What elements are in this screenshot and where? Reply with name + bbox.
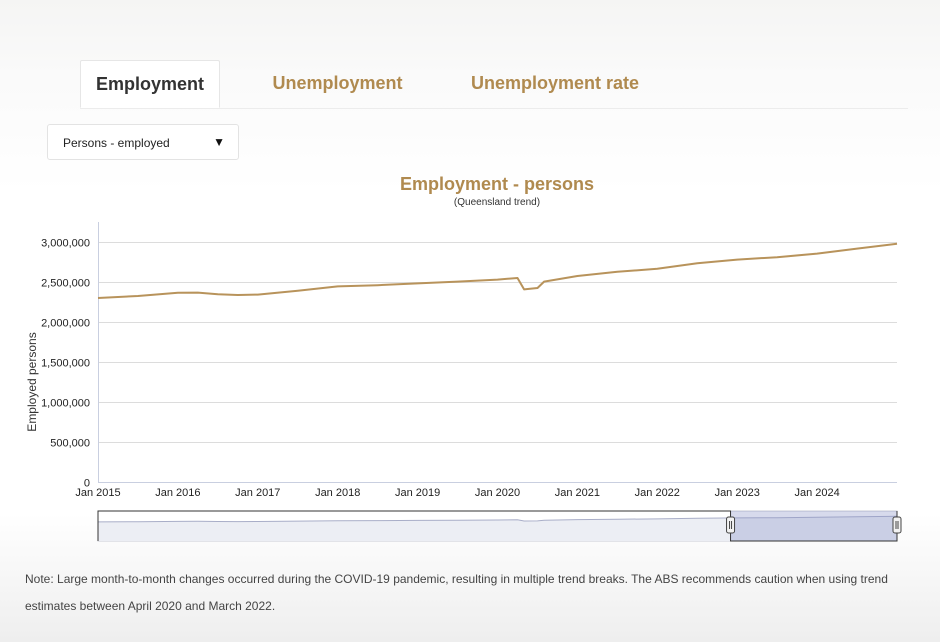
x-tick-label: Jan 2019 [395, 487, 440, 499]
chart-note: Note: Large month-to-month changes occur… [25, 572, 888, 613]
series-select-value: Persons - employed [63, 136, 170, 150]
chart-title: Employment - persons [399, 174, 595, 194]
navigator-area [98, 516, 897, 541]
navigator-right-handle[interactable] [892, 516, 902, 534]
x-tick-label: Jan 2016 [155, 487, 200, 499]
employment-series-line [97, 242, 898, 299]
x-tick-label: Jan 2017 [235, 487, 280, 499]
tab-unemployment-rate[interactable]: Unemployment rate [470, 73, 640, 93]
x-tick-label: Jan 2015 [75, 487, 120, 499]
y-tick-label: 2,000,000 [41, 318, 90, 330]
tab-bar: Employment Unemployment Unemployment rat… [80, 60, 908, 109]
navigator-background [97, 510, 898, 542]
y-tick-label: 1,000,000 [41, 398, 90, 410]
x-tick-label: Jan 2024 [794, 487, 839, 499]
x-tick-label: Jan 2021 [555, 487, 600, 499]
y-tick-label: 500,000 [50, 438, 90, 450]
x-tick-label: Jan 2023 [715, 487, 760, 499]
x-tick-label: Jan 2020 [475, 487, 520, 499]
navigator-outline [97, 510, 898, 542]
tab-employment[interactable]: Employment [80, 60, 220, 108]
x-tick-label: Jan 2022 [635, 487, 680, 499]
chart-subtitle: (Queensland trend) [453, 197, 541, 208]
y-tick-label: 0 [84, 478, 90, 490]
y-axis-label: Employed persons [25, 332, 39, 431]
x-tick-label: Jan 2018 [315, 487, 360, 499]
triangle-down-icon: ▼ [213, 135, 225, 149]
navigator-selection [730, 511, 897, 541]
y-tick-label: 2,500,000 [41, 278, 90, 290]
tab-unemployment[interactable]: Unemployment [272, 73, 403, 93]
navigator-left-handle[interactable] [726, 516, 736, 534]
series-select-dropdown[interactable]: Persons - employed ▼ [47, 124, 239, 160]
y-tick-label: 3,000,000 [41, 238, 90, 250]
y-tick-label: 1,500,000 [41, 358, 90, 370]
navigator-line [97, 515, 898, 523]
